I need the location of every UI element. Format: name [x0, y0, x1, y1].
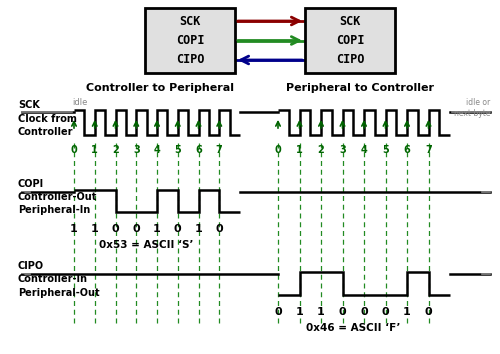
- Text: 1: 1: [92, 145, 98, 155]
- Text: Controller to Peripheral: Controller to Peripheral: [86, 83, 234, 93]
- Text: 2: 2: [318, 145, 324, 155]
- Text: 1: 1: [296, 145, 303, 155]
- Text: 3: 3: [339, 145, 346, 155]
- Text: 1: 1: [317, 307, 325, 317]
- Text: 1: 1: [296, 307, 304, 317]
- Text: 7: 7: [216, 145, 222, 155]
- Text: 6: 6: [195, 145, 202, 155]
- Text: 0x46 = ASCII ‘F’: 0x46 = ASCII ‘F’: [306, 323, 400, 333]
- Text: 1: 1: [91, 224, 98, 234]
- Text: 1: 1: [194, 224, 202, 234]
- Text: 0: 0: [382, 307, 390, 317]
- Text: 1: 1: [403, 307, 411, 317]
- Text: 6: 6: [404, 145, 410, 155]
- Text: 0: 0: [70, 145, 78, 155]
- Text: 0x53 = ASCII ‘S’: 0x53 = ASCII ‘S’: [100, 240, 194, 250]
- Text: 0: 0: [360, 307, 368, 317]
- Text: COPI
Controller-Out
Peripheral-In: COPI Controller-Out Peripheral-In: [18, 179, 98, 215]
- Text: SCK
COPI
CIPO: SCK COPI CIPO: [336, 15, 364, 66]
- Bar: [145, 8, 235, 73]
- Text: 0: 0: [174, 224, 182, 234]
- Text: SCK
Clock from
Controller: SCK Clock from Controller: [18, 100, 77, 137]
- Text: 2: 2: [112, 145, 119, 155]
- Text: SCK
COPI
CIPO: SCK COPI CIPO: [176, 15, 204, 66]
- Text: 0: 0: [112, 224, 120, 234]
- Text: 7: 7: [425, 145, 432, 155]
- Text: CIPO
Controller-In
Peripheral-Out: CIPO Controller-In Peripheral-Out: [18, 261, 100, 298]
- Text: 0: 0: [338, 307, 346, 317]
- Text: 0: 0: [424, 307, 432, 317]
- Text: 4: 4: [154, 145, 160, 155]
- Bar: [305, 8, 395, 73]
- Text: 1: 1: [153, 224, 161, 234]
- Text: 3: 3: [133, 145, 140, 155]
- Text: 5: 5: [382, 145, 389, 155]
- Text: 0: 0: [132, 224, 140, 234]
- Text: 4: 4: [360, 145, 368, 155]
- Text: 0: 0: [216, 224, 223, 234]
- Text: 5: 5: [174, 145, 181, 155]
- Text: idle: idle: [72, 98, 88, 107]
- Text: 0: 0: [274, 145, 281, 155]
- Text: idle or
next byte: idle or next byte: [454, 98, 490, 118]
- Text: 0: 0: [274, 307, 282, 317]
- Text: Peripheral to Controller: Peripheral to Controller: [286, 83, 434, 93]
- Text: 1: 1: [70, 224, 78, 234]
